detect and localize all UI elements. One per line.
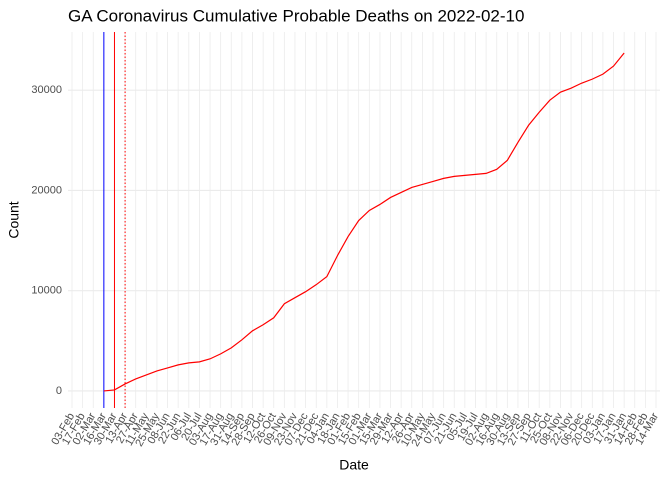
chart-title: GA Coronavirus Cumulative Probable Death…: [68, 6, 524, 25]
y-tick-label: 30000: [31, 84, 62, 96]
y-tick-label: 0: [56, 385, 62, 397]
y-tick-label: 10000: [31, 285, 62, 297]
data-line: [103, 52, 625, 392]
y-tick-label: 20000: [31, 184, 62, 196]
x-axis-label: Date: [339, 457, 369, 473]
y-axis-label: Count: [6, 201, 22, 238]
